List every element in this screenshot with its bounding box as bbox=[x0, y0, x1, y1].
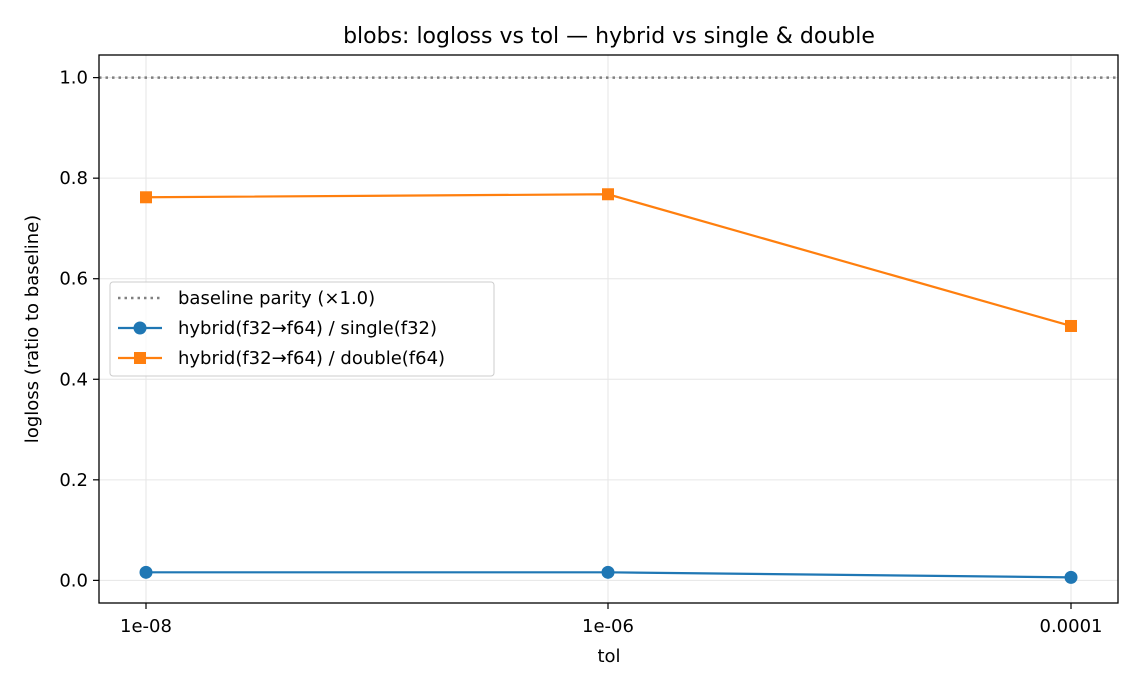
y-tick-label: 0.8 bbox=[59, 168, 88, 189]
y-tick-label: 0.4 bbox=[59, 369, 88, 390]
data-point-s0-0 bbox=[139, 565, 153, 579]
axes: 1e-08 1e-06 0.0001 0.0 0.2 0.4 0.6 0.8 1.0 bbox=[59, 68, 1102, 637]
y-tick-label: 0.0 bbox=[59, 570, 88, 591]
chart-title: blobs: logloss vs tol — hybrid vs single… bbox=[343, 24, 875, 49]
legend-series-marker-1 bbox=[134, 352, 146, 364]
data-point-s1-2 bbox=[1065, 319, 1077, 332]
y-axis-label: logloss (ratio to baseline) bbox=[22, 215, 43, 443]
y-tick-label: 0.6 bbox=[59, 269, 88, 290]
data-point-s1-1 bbox=[602, 188, 614, 201]
legend-label: hybrid(f32→f64) / double(f64) bbox=[178, 348, 445, 369]
x-tick-label: 1e-06 bbox=[582, 616, 634, 637]
legend-box bbox=[109, 281, 495, 377]
x-tick-label: 0.0001 bbox=[1040, 616, 1103, 637]
series-layer bbox=[139, 188, 1078, 584]
x-tick-label: 1e-08 bbox=[120, 616, 172, 637]
legend-series-marker-0 bbox=[133, 321, 147, 335]
data-point-s0-1 bbox=[601, 565, 615, 579]
y-tick-label: 1.0 bbox=[59, 68, 88, 89]
legend: baseline parity (×1.0) hybrid(f32→f64) / … bbox=[109, 281, 495, 377]
x-axis-label: tol bbox=[597, 646, 620, 667]
y-tick-label: 0.2 bbox=[59, 470, 88, 491]
data-point-s0-2 bbox=[1064, 570, 1078, 584]
data-point-s1-0 bbox=[140, 191, 152, 204]
legend-label: baseline parity (×1.0) bbox=[178, 288, 375, 309]
legend-label: hybrid(f32→f64) / single(f32) bbox=[178, 318, 437, 339]
